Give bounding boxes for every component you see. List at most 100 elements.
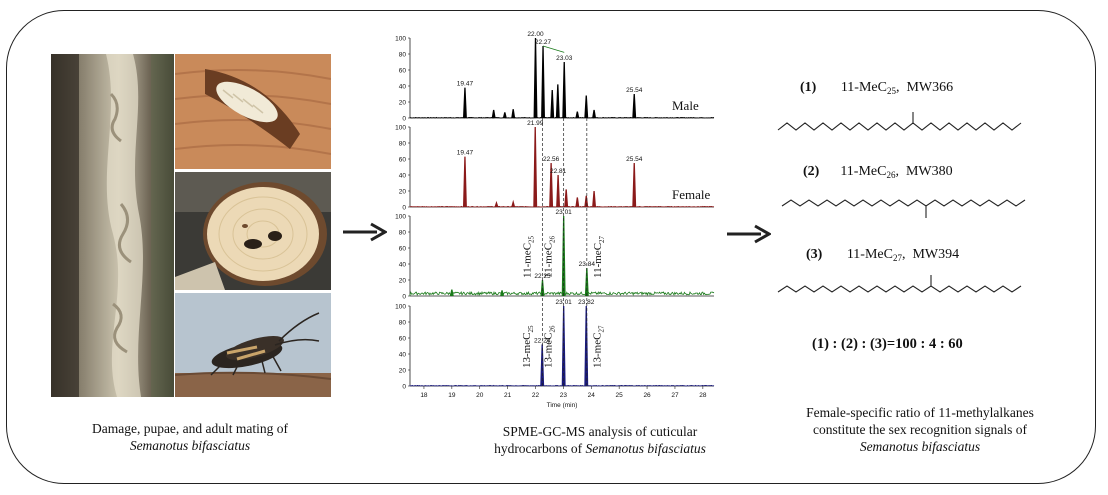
compound-label: 13-meC25 [521, 325, 535, 368]
compound-2-label: (2) 11-MeC26, MW380 [803, 164, 953, 180]
y-tick-label: 0 [402, 294, 406, 301]
y-tick-label: 80 [399, 320, 407, 327]
y-tick-label: 60 [399, 246, 407, 253]
x-tick-label: 20 [476, 392, 484, 399]
peak-label: 22.27 [535, 39, 552, 46]
y-tick-label: 20 [399, 189, 407, 196]
chromatogram-peak [502, 112, 507, 119]
compound-3-label: (3) 11-MeC27, MW394 [806, 247, 960, 263]
compound-1-structure [777, 112, 1022, 131]
chromatogram-peak [511, 199, 516, 208]
peak-label: 22.81 [550, 168, 567, 175]
trace-label: Male [672, 98, 699, 113]
chromatogram-peak [494, 200, 499, 208]
compound-1-label: (1) 11-MeC25, MW366 [800, 80, 954, 96]
chromatogram-peak [632, 162, 637, 208]
compound-label: 11-meC25 [521, 235, 535, 278]
x-tick-label: 26 [643, 392, 651, 399]
peak-label: 23.01 [556, 209, 573, 216]
chromatogram-peak [632, 93, 637, 119]
chromatogram-peak [500, 290, 504, 297]
peak-label: 19.47 [457, 81, 474, 88]
middle-caption: SPME-GC-MS analysis of cuticular hydroca… [440, 423, 760, 457]
x-tick-label: 23 [560, 392, 568, 399]
y-tick-label: 80 [399, 141, 407, 148]
peak-label: 25.54 [626, 87, 643, 94]
y-tick-label: 100 [395, 304, 406, 311]
right-caption-line1: Female-specific ratio of 11-methylalkane… [806, 405, 1034, 420]
chromatogram-peak [584, 267, 589, 297]
chromatogram-peak [592, 109, 597, 119]
y-tick-label: 20 [399, 100, 407, 107]
chromatogram-peak [511, 109, 516, 119]
baseline-trace [409, 116, 715, 119]
peak-label: 21.99 [527, 120, 544, 127]
chromatogram-peak [533, 126, 538, 208]
peak-label: 23.03 [556, 55, 573, 62]
y-tick-label: 0 [402, 384, 406, 391]
peak-label: 22.00 [527, 31, 544, 38]
label-connector [542, 45, 565, 53]
y-tick-label: 60 [399, 336, 407, 343]
y-tick-label: 0 [402, 116, 406, 123]
arrow-right-icon [343, 222, 387, 242]
baseline-trace [409, 205, 715, 208]
x-tick-label: 21 [504, 392, 512, 399]
y-tick-label: 80 [399, 52, 407, 59]
x-tick-label: 27 [671, 392, 679, 399]
trace-label: Female [672, 187, 710, 202]
right-caption-species: Semanotus bifasciatus [859, 439, 981, 454]
middle-caption-line2: hydrocarbons of Semanotus bifasciatus [494, 441, 706, 456]
chromatogram-peak [549, 162, 554, 208]
x-tick-label: 24 [588, 392, 596, 399]
compound-label: 11-meC27 [592, 235, 606, 278]
y-tick-label: 20 [399, 278, 407, 285]
pupa-photo [175, 54, 331, 169]
y-tick-label: 100 [395, 125, 406, 132]
left-caption-species: Semanotus bifasciatus [129, 438, 251, 453]
wood-cross-section-photo [175, 172, 331, 290]
chromatogram-peak [462, 156, 467, 208]
baseline-trace [409, 290, 715, 296]
compound-3-structure [777, 275, 1022, 293]
y-tick-label: 40 [399, 84, 407, 91]
chromatogram-peak [575, 111, 580, 119]
y-tick-label: 40 [399, 173, 407, 180]
peak-label: 25.54 [626, 156, 643, 163]
y-tick-label: 20 [399, 368, 407, 375]
right-caption: Female-specific ratio of 11-methylalkane… [770, 404, 1070, 455]
compound-label: 11-meC26 [543, 235, 557, 278]
left-caption-line1: Damage, pupae, and adult mating of [91, 421, 289, 436]
y-tick-label: 80 [399, 230, 407, 237]
right-caption-line2: constitute the sex recognition signals o… [812, 422, 1028, 437]
y-tick-label: 0 [402, 205, 406, 212]
compound-label: 13-meC27 [591, 325, 605, 368]
chromatogram-peak [449, 289, 454, 297]
chromatogram-peak [550, 89, 555, 119]
chromatogram-peak [491, 109, 496, 119]
chromatogram-peak [584, 195, 589, 208]
arrow-right-icon [727, 224, 771, 244]
compound-ratio: (1) : (2) : (3)=100 : 4 : 60 [812, 336, 963, 352]
y-tick-label: 100 [395, 214, 406, 221]
compound-2-structure [781, 199, 1026, 218]
peak-label: 23.82 [578, 299, 595, 306]
chromatogram-peak [575, 197, 580, 208]
middle-caption-line1: SPME-GC-MS analysis of cuticular [502, 424, 698, 439]
left-caption: Damage, pupae, and adult mating of Seman… [40, 420, 340, 454]
baseline-trace [409, 384, 715, 387]
peak-label: 22.25 [534, 273, 551, 280]
chromatogram-peak [533, 37, 538, 119]
peak-label: 22.56 [543, 156, 560, 163]
y-tick-label: 60 [399, 157, 407, 164]
y-tick-label: 40 [399, 262, 407, 269]
compound-label: 13-meC26 [543, 325, 557, 368]
y-tick-label: 100 [395, 36, 406, 43]
damaged-trunk-photo [51, 54, 174, 397]
chromatogram-peak [584, 305, 589, 387]
rounded-border-frame [6, 10, 1096, 484]
x-tick-label: 19 [448, 392, 456, 399]
peak-label: 23.01 [556, 299, 573, 306]
x-tick-label: 22 [532, 392, 540, 399]
